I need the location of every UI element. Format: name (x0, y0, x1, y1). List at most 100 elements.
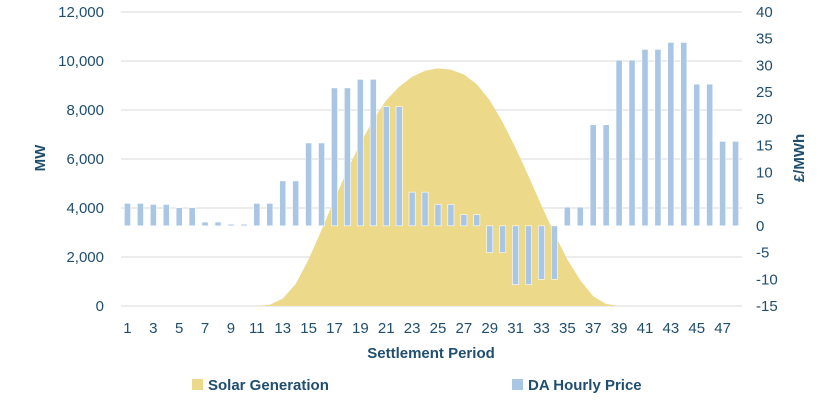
x-tick-label: 27 (456, 320, 473, 337)
right-tick-label: 40 (756, 4, 773, 21)
right-axis-ticks: -15 -10 -5 0 5 10 15 20 25 30 35 40 (756, 4, 778, 315)
left-tick-label: 4,000 (66, 200, 104, 217)
right-tick-label: 5 (756, 191, 764, 208)
price-bar (667, 42, 675, 227)
x-tick-label: 37 (585, 320, 602, 337)
price-bar (344, 87, 351, 227)
right-axis-title: £/MWh (791, 134, 808, 182)
left-axis-title: MW (32, 144, 49, 171)
price-bar (628, 59, 636, 227)
price-bar (602, 124, 610, 227)
right-tick-label: 10 (756, 164, 773, 181)
price-bar (499, 225, 507, 253)
price-bar (137, 203, 144, 227)
x-tick-label: 31 (507, 320, 524, 337)
price-bar (124, 203, 131, 227)
x-tick-label: 33 (533, 320, 550, 337)
price-bar (719, 141, 726, 227)
left-tick-label: 8,000 (66, 102, 104, 119)
x-tick-label: 19 (352, 320, 369, 337)
right-tick-label: 0 (756, 218, 764, 235)
x-tick-label: 29 (481, 320, 498, 337)
price-bar (305, 142, 312, 227)
x-tick-label: 45 (688, 320, 705, 337)
x-tick-label: 35 (559, 320, 576, 337)
legend-swatch-solar-generation (192, 379, 203, 390)
left-tick-label: 10,000 (58, 53, 104, 70)
price-bar (240, 223, 248, 227)
price-bar (576, 206, 584, 227)
right-tick-label: 15 (756, 138, 773, 155)
price-bar (693, 83, 701, 227)
price-bar (162, 204, 170, 227)
price-bar (615, 59, 623, 227)
left-tick-label: 6,000 (66, 151, 104, 168)
price-bar (175, 207, 183, 227)
price-bar (279, 180, 287, 227)
right-tick-label: 30 (756, 57, 773, 74)
price-bar (641, 49, 649, 227)
x-tick-label: 13 (274, 320, 291, 337)
price-bar (551, 225, 558, 280)
legend-label-solar-generation: Solar Generation (208, 377, 329, 394)
solar-generation-area-layer (127, 68, 736, 306)
price-bar (732, 141, 739, 227)
x-tick-label: 41 (637, 320, 654, 337)
price-bar (589, 124, 597, 227)
left-axis-ticks: 0 2,000 4,000 6,000 8,000 10,000 12,000 (58, 4, 104, 315)
price-bar (486, 225, 494, 253)
price-bar (266, 203, 274, 227)
price-bar (318, 142, 325, 227)
price-bar (292, 180, 300, 227)
da-hourly-price-bar-layer (124, 42, 739, 285)
right-tick-label: -15 (756, 298, 778, 315)
solar-generation-area (127, 68, 736, 306)
x-tick-label: 11 (249, 320, 265, 337)
price-bar (214, 221, 222, 227)
left-tick-label: 0 (96, 298, 104, 315)
right-tick-label: 25 (756, 84, 773, 101)
x-axis-title: Settlement Period (367, 345, 495, 362)
right-tick-label: 20 (756, 111, 773, 128)
price-bar (447, 204, 455, 227)
price-bar (188, 207, 196, 227)
legend-swatch-da-hourly-price (512, 379, 523, 390)
x-tick-label: 7 (201, 320, 209, 337)
x-tick-label: 17 (326, 320, 343, 337)
price-bar (434, 204, 442, 227)
price-bar (382, 106, 390, 227)
x-tick-label: 9 (227, 320, 235, 337)
left-tick-label: 12,000 (58, 4, 104, 21)
x-tick-label: 21 (378, 320, 395, 337)
price-bar (253, 203, 261, 227)
right-tick-label: 35 (756, 31, 773, 48)
legend-label-da-hourly-price: DA Hourly Price (528, 377, 642, 394)
price-bar (201, 221, 209, 227)
price-bar (395, 106, 403, 227)
x-tick-label: 15 (300, 320, 317, 337)
price-bar (525, 225, 532, 285)
x-tick-label: 43 (663, 320, 680, 337)
right-tick-label: -5 (756, 245, 769, 262)
left-tick-label: 2,000 (66, 249, 104, 266)
x-tick-label: 23 (404, 320, 421, 337)
price-bar (654, 49, 662, 227)
x-tick-label: 47 (714, 320, 731, 337)
price-bar (538, 225, 545, 280)
price-bar (356, 79, 364, 227)
price-bar (331, 87, 338, 227)
price-bar (460, 214, 468, 227)
x-tick-label: 5 (175, 320, 183, 337)
x-tick-label: 1 (123, 320, 131, 337)
price-bar (369, 79, 377, 227)
x-tick-label: 39 (611, 320, 628, 337)
x-axis-ticks: 1 3 5 7 9 11 13 15 17 19 21 23 25 27 29 31 33 35 37 39 41 43 4… (123, 320, 731, 337)
price-bar (706, 83, 714, 227)
price-bar (680, 42, 688, 227)
price-bar (421, 191, 429, 227)
price-bar (408, 191, 416, 227)
x-tick-label: 25 (430, 320, 447, 337)
right-tick-label: -10 (756, 271, 778, 288)
price-bar (512, 225, 519, 285)
